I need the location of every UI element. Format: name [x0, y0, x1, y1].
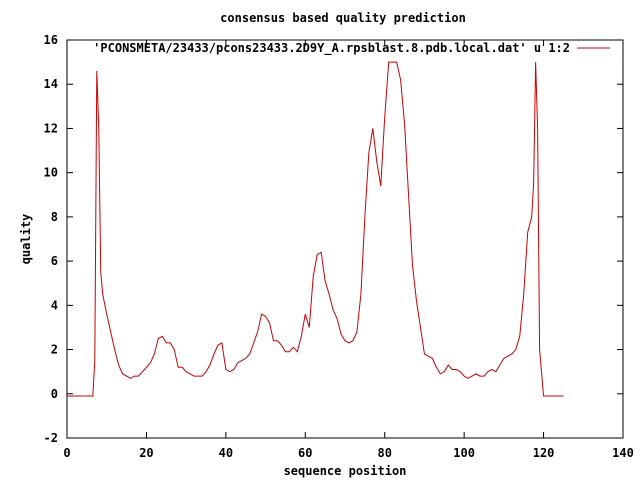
y-tick-label: 0	[51, 387, 58, 401]
y-axis: -2 0 2 4 6 8 10 12 14 16	[44, 33, 623, 445]
legend: 'PCONSMETA/23433/pcons23433.2D9Y_A.rpsbl…	[93, 41, 610, 56]
x-tick-label: 60	[298, 446, 312, 460]
y-tick-label: 12	[44, 121, 58, 135]
legend-label-series-1: 'PCONSMETA/23433/pcons23433.2D9Y_A.rpsbl…	[93, 41, 570, 56]
y-tick-label: 16	[44, 33, 58, 47]
y-tick-label: 8	[51, 210, 58, 224]
series-line-1	[67, 61, 564, 397]
x-tick-label: 120	[533, 446, 555, 460]
x-tick-label: 40	[219, 446, 233, 460]
y-tick-label: -2	[44, 431, 58, 445]
y-tick-label: 2	[51, 343, 58, 357]
x-axis-label: sequence position	[284, 464, 407, 478]
x-tick-label: 140	[612, 446, 634, 460]
plot-frame	[66, 39, 624, 439]
chart-title: consensus based quality prediction	[220, 11, 466, 25]
y-tick-label: 6	[51, 254, 58, 268]
x-tick-label: 100	[453, 446, 475, 460]
x-axis: 0 20 40 60 80 100 120 140	[63, 40, 634, 460]
y-tick-label: 14	[44, 77, 58, 91]
y-axis-label: quality	[19, 214, 33, 265]
x-tick-label: 20	[139, 446, 153, 460]
x-tick-label: 80	[377, 446, 391, 460]
x-tick-label: 0	[63, 446, 70, 460]
y-tick-label: 4	[51, 298, 58, 312]
y-tick-label: 10	[44, 166, 58, 180]
